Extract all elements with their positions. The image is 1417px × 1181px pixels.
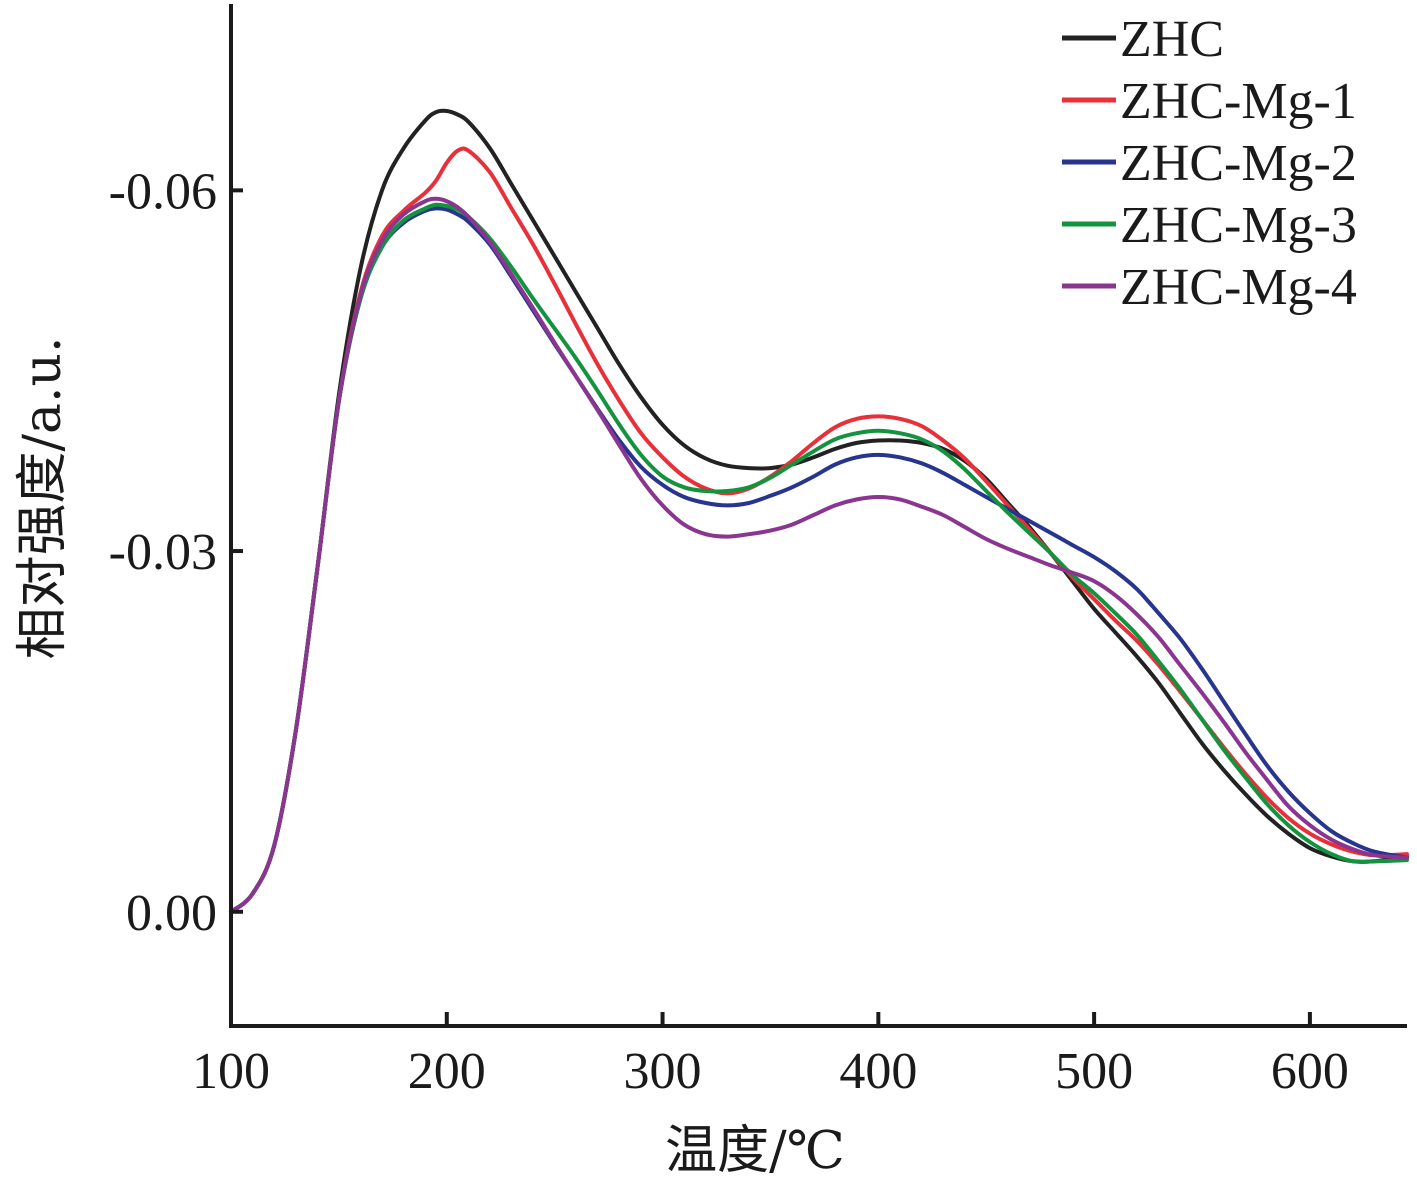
legend-label: ZHC-Mg-3 [1120, 197, 1357, 254]
legend-label: ZHC [1120, 11, 1224, 68]
y-ticks: -0.06 -0.03 0.00 [109, 163, 243, 942]
x-tick-label: 200 [408, 1043, 486, 1100]
series-line-zhc [229, 108, 1409, 914]
legend-item: ZHC-Mg-2 [1062, 135, 1357, 192]
legend-item: ZHC-Mg-4 [1062, 259, 1357, 316]
legend-item: ZHC-Mg-1 [1062, 73, 1357, 130]
legend-item: ZHC [1062, 11, 1224, 68]
y-axis-title: 相对强度/a.u. [13, 336, 73, 659]
x-tick-label: 100 [192, 1043, 270, 1100]
x-ticks: 100 200 300 400 500 600 [192, 1012, 1349, 1100]
legend-label: ZHC-Mg-4 [1120, 259, 1357, 316]
legend-item: ZHC-Mg-3 [1062, 197, 1357, 254]
x-tick-label: 300 [624, 1043, 702, 1100]
plot-area: 100 200 300 400 500 600 -0.06 -0.03 0.00 [109, 4, 1409, 1100]
x-axis-title: 温度/℃ [665, 1121, 845, 1181]
y-tick-label: 0.00 [126, 885, 217, 942]
series-lines [229, 108, 1409, 914]
y-tick-label: -0.03 [109, 524, 217, 581]
series-line-zhc-mg-4 [229, 196, 1409, 914]
x-tick-label: 500 [1055, 1043, 1133, 1100]
legend-label: ZHC-Mg-2 [1120, 135, 1357, 192]
legend-label: ZHC-Mg-1 [1120, 73, 1357, 130]
x-tick-label: 400 [839, 1043, 917, 1100]
x-tick-label: 600 [1271, 1043, 1349, 1100]
y-tick-label: -0.06 [109, 163, 217, 220]
series-line-zhc-mg-3 [229, 202, 1409, 914]
